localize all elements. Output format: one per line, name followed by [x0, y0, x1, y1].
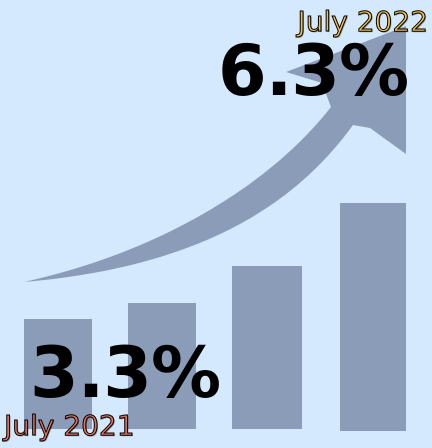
bar-4	[340, 203, 406, 431]
value-2021: 3.3%	[30, 332, 221, 414]
value-2022: 6.3%	[218, 30, 409, 112]
bar-1	[24, 319, 92, 429]
date-july-2021: July 2021	[4, 409, 136, 442]
bar-2	[128, 303, 196, 429]
bar-3	[232, 266, 302, 429]
growth-arrow-icon	[24, 26, 406, 282]
date-july-2022: July 2022	[297, 5, 429, 38]
